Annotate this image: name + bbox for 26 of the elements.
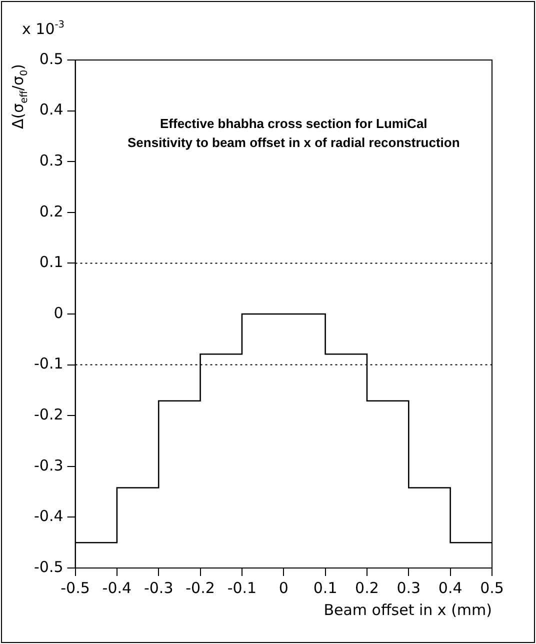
y-tick-label: -0.4 <box>34 507 64 526</box>
x-tick-label: -0.4 <box>102 578 132 597</box>
y-axis-title: Δ(σeff/σ0) <box>9 64 30 129</box>
x-tick-label: 0.3 <box>396 578 421 597</box>
y-tick-label: 0 <box>54 304 64 322</box>
x-tick-label: -0.1 <box>227 578 257 597</box>
y-tick-label: 0.2 <box>39 202 64 220</box>
x-tick-label: -0.3 <box>144 578 174 597</box>
x-tick-label: 0.2 <box>355 578 379 597</box>
text: Effective bhabha cross section for LumiCal <box>160 116 428 131</box>
y-tick-label: -0.5 <box>34 558 64 576</box>
x-axis-title: Beam offset in x (mm) <box>324 600 492 619</box>
y-tick-label: 0.5 <box>39 50 64 68</box>
text: Sensitivity to beam offset in x of radial reconstruction <box>127 135 460 150</box>
x-tick-label: 0 <box>278 578 288 597</box>
x-tick-label: 0.4 <box>438 578 462 597</box>
x-tick-label: -0.2 <box>186 578 215 597</box>
x-tick-label: 0.1 <box>313 578 338 597</box>
y-tick-label: 0.4 <box>39 100 64 119</box>
y-tick-label: -0.1 <box>34 354 64 373</box>
x-tick-label: -0.5 <box>60 578 90 597</box>
y-tick-label: -0.3 <box>34 456 64 474</box>
y-tick-label: -0.2 <box>34 405 64 424</box>
x-tick-label: 0.5 <box>480 578 504 597</box>
y-tick-label: 0.1 <box>39 253 64 272</box>
y-tick-label: 0.3 <box>39 151 64 170</box>
